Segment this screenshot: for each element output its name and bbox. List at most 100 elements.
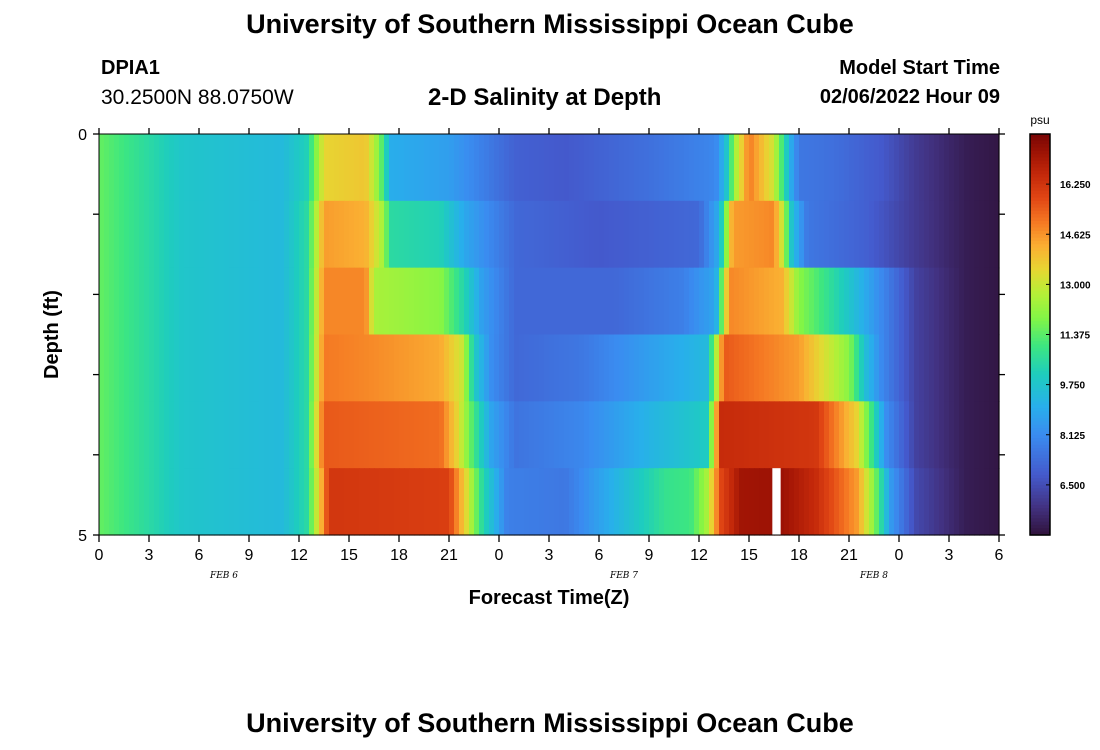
heatmap-cell — [514, 468, 520, 536]
heatmap-cell — [99, 267, 105, 336]
heatmap-cell — [594, 200, 600, 269]
heatmap-cell — [774, 334, 780, 402]
heatmap-cell — [434, 334, 440, 402]
heatmap-cell — [984, 200, 990, 269]
heatmap-cell — [709, 468, 715, 536]
x-tick-label: 12 — [290, 547, 308, 564]
heatmap-cell — [819, 200, 825, 269]
heatmap-cell — [749, 134, 755, 202]
heatmap-cell — [759, 267, 765, 336]
heatmap-cell — [499, 468, 505, 536]
colorbar-segment — [1030, 244, 1050, 249]
heatmap-cell — [989, 200, 995, 269]
heatmap-cell — [379, 468, 385, 536]
heatmap-cell — [814, 134, 820, 202]
heatmap-cell — [539, 401, 545, 469]
heatmap-cell — [429, 134, 435, 202]
heatmap-cell — [439, 200, 445, 269]
heatmap-cell — [894, 134, 900, 202]
heatmap-cell — [134, 200, 140, 269]
heatmap-cell — [234, 134, 240, 202]
heatmap-cell — [844, 134, 850, 202]
heatmap-cell — [669, 334, 675, 402]
heatmap-cell — [524, 334, 530, 402]
heatmap-cell — [859, 134, 865, 202]
heatmap-cell — [394, 267, 400, 336]
heatmap-cell — [294, 468, 300, 536]
heatmap-cell — [584, 200, 590, 269]
heatmap-cell — [214, 200, 220, 269]
heatmap-cell — [634, 334, 640, 402]
heatmap-cell — [419, 468, 425, 536]
heatmap-cell — [764, 134, 770, 202]
heatmap-cell — [619, 267, 625, 336]
heatmap-cell — [324, 334, 330, 402]
heatmap-cell — [959, 334, 965, 402]
heatmap-cell — [119, 134, 125, 202]
heatmap-cell — [629, 134, 635, 202]
heatmap-cell — [374, 134, 380, 202]
heatmap-cell — [659, 134, 665, 202]
heatmap-cell — [264, 401, 270, 469]
heatmap-cell — [694, 134, 700, 202]
heatmap-cell — [779, 401, 785, 469]
heatmap-cell — [669, 200, 675, 269]
heatmap-cell — [309, 334, 315, 402]
colorbar-segment — [1030, 180, 1050, 185]
heatmap-cell — [739, 134, 745, 202]
heatmap-cell — [914, 334, 920, 402]
heatmap-cell — [704, 134, 710, 202]
heatmap-cell — [859, 401, 865, 469]
heatmap-cell — [634, 200, 640, 269]
heatmap-cell — [784, 267, 790, 336]
heatmap-cell — [659, 267, 665, 336]
heatmap-cell — [579, 267, 585, 336]
heatmap-cell — [799, 267, 805, 336]
heatmap-cell — [419, 334, 425, 402]
heatmap-cell — [499, 134, 505, 202]
colorbar-segment — [1030, 264, 1050, 269]
heatmap-cell — [659, 468, 665, 536]
heatmap-cell — [559, 468, 565, 536]
heatmap-cell — [794, 267, 800, 336]
heatmap-cell — [409, 267, 415, 336]
heatmap-cell — [209, 134, 215, 202]
heatmap-cell — [784, 334, 790, 402]
heatmap-cell — [484, 134, 490, 202]
heatmap-cell — [934, 200, 940, 269]
colorbar-segment — [1030, 377, 1050, 382]
colorbar-segment — [1030, 237, 1050, 242]
colorbar-segment — [1030, 501, 1050, 506]
heatmap-cell — [904, 468, 910, 536]
heatmap-cell — [139, 334, 145, 402]
heatmap-cell — [109, 334, 115, 402]
heatmap-cell — [879, 401, 885, 469]
y-tick-label: 0 — [78, 127, 87, 144]
heatmap-cell — [569, 200, 575, 269]
colorbar-segment — [1030, 167, 1050, 172]
heatmap-cell — [509, 334, 515, 402]
heatmap-cell — [214, 401, 220, 469]
colorbar-segment — [1030, 254, 1050, 259]
heatmap-cell — [834, 468, 840, 536]
heatmap-cell — [799, 200, 805, 269]
colorbar: psu 16.250 14.625 13.000 11.375 9.750 8.125 6.5… — [1029, 113, 1091, 536]
colorbar-tick-label: 14.625 — [1060, 230, 1091, 241]
heatmap-cell — [149, 200, 155, 269]
heatmap-cell — [489, 134, 495, 202]
y-axis-label: Depth (ft) — [41, 290, 63, 379]
heatmap-cell — [569, 334, 575, 402]
heatmap-cell — [524, 401, 530, 469]
heatmap-cell — [689, 468, 695, 536]
heatmap-cell — [214, 134, 220, 202]
heatmap-cell — [824, 200, 830, 269]
heatmap-cell — [884, 200, 890, 269]
heatmap-cell — [624, 200, 630, 269]
colorbar-segment — [1030, 448, 1050, 453]
heatmap-cell — [589, 134, 595, 202]
colorbar-segment — [1030, 260, 1050, 265]
heatmap-cell — [984, 134, 990, 202]
heatmap-cell — [964, 401, 970, 469]
colorbar-segment — [1030, 344, 1050, 349]
heatmap-cell — [879, 468, 885, 536]
